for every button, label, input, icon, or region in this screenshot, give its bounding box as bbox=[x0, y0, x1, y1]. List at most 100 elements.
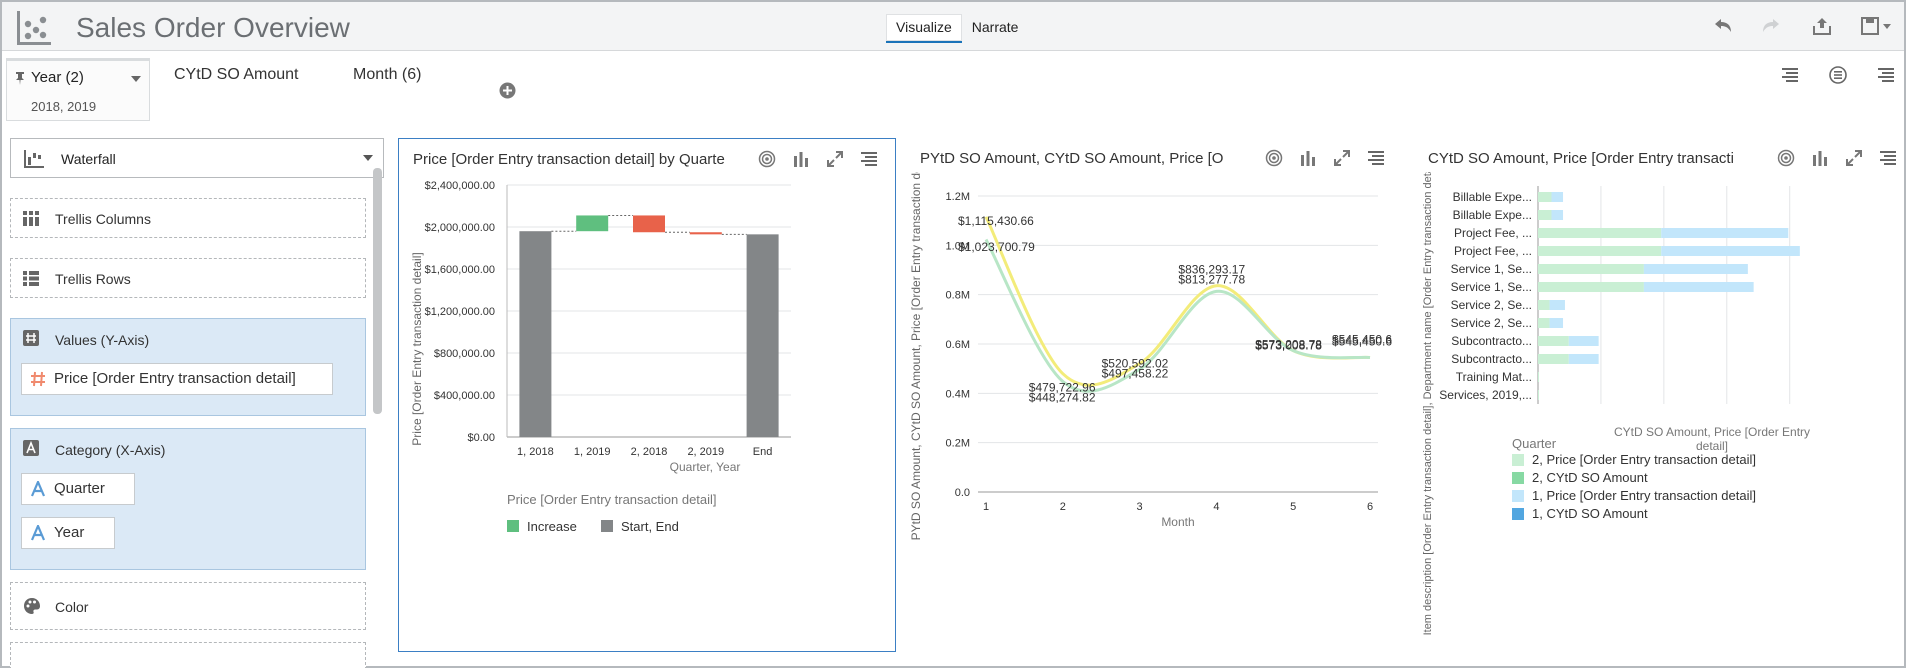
legend-increase-label: Increase bbox=[527, 519, 577, 534]
save-icon[interactable] bbox=[1860, 15, 1894, 37]
properties-menu-icon[interactable] bbox=[1874, 64, 1898, 86]
legend-swatch bbox=[1512, 490, 1524, 502]
menu-icon[interactable] bbox=[859, 149, 879, 169]
palette-icon bbox=[24, 598, 40, 614]
x-tick-label: 1 bbox=[983, 501, 989, 513]
y-tick-label: $800,000.00 bbox=[434, 348, 495, 360]
bar-segment bbox=[1661, 228, 1789, 238]
bar-segment bbox=[1549, 300, 1565, 310]
y-tick-label: 0.0 bbox=[955, 487, 970, 499]
y-tick-label: Billable Expe... bbox=[1453, 208, 1532, 222]
line-chart-panel[interactable]: PYtD SO Amount, CYtD SO Amount, Price [O… bbox=[902, 138, 1404, 652]
category-pill-year[interactable]: Year bbox=[21, 517, 115, 549]
filter-bar: Year (2) 2018, 2019 CYtD SO Amount Month… bbox=[2, 52, 1904, 124]
y-tick-label: $2,000,000.00 bbox=[425, 222, 495, 234]
page-title: Sales Order Overview bbox=[76, 12, 350, 43]
menu-icon[interactable] bbox=[1878, 148, 1898, 168]
bar-segment bbox=[1549, 318, 1564, 328]
trellis-rows-drop[interactable]: Trellis Rows bbox=[10, 258, 366, 298]
bar-chart-title: CYtD SO Amount, Price [Order Entry trans… bbox=[1428, 150, 1734, 167]
data-label: $1,023,700.79 bbox=[958, 240, 1035, 254]
chevron-down-icon[interactable] bbox=[363, 155, 373, 161]
bar-segment bbox=[1538, 300, 1550, 310]
bar-segment bbox=[1538, 390, 1539, 400]
color-label: Color bbox=[55, 599, 89, 615]
pin-icon[interactable] bbox=[15, 71, 25, 85]
grammar-scrollbar[interactable] bbox=[373, 168, 382, 414]
menu-icon[interactable] bbox=[1366, 148, 1386, 168]
x-tick-label: 1, 2018 bbox=[517, 446, 554, 458]
values-pill-label: Price [Order Entry transaction detail] bbox=[54, 370, 296, 387]
values-y-axis-drop[interactable]: Values (Y-Axis) Price [Order Entry trans… bbox=[10, 318, 366, 416]
x-tick-label: 3 bbox=[1137, 501, 1143, 513]
maximize-icon[interactable] bbox=[825, 149, 845, 169]
tab-narrate[interactable]: Narrate bbox=[971, 19, 1019, 35]
y-tick-label: Service 2, Se... bbox=[1451, 316, 1532, 330]
x-tick-label: 6 bbox=[1367, 501, 1373, 513]
tab-visualize[interactable]: Visualize bbox=[886, 14, 962, 43]
add-filter-icon[interactable] bbox=[499, 82, 516, 99]
bar-segment bbox=[1538, 336, 1569, 346]
next-drop[interactable] bbox=[10, 642, 366, 668]
bar-chart-panel[interactable]: CYtD SO Amount, Price [Order Entry trans… bbox=[1410, 138, 1904, 652]
data-label: $573,208.78 bbox=[1255, 338, 1322, 352]
bar-chart-icon[interactable] bbox=[791, 149, 811, 169]
y-tick-label: Service 2, Se... bbox=[1451, 298, 1532, 312]
waterfall-tools bbox=[757, 149, 879, 169]
target-icon[interactable] bbox=[1264, 148, 1284, 168]
category-pill-quarter[interactable]: Quarter bbox=[21, 473, 135, 505]
line-chart-tools bbox=[1264, 148, 1386, 168]
trellis-rows-label: Trellis Rows bbox=[55, 271, 131, 287]
undo-icon[interactable] bbox=[1710, 15, 1734, 37]
chevron-down-icon[interactable] bbox=[131, 76, 141, 82]
y-tick-label: Service 1, Se... bbox=[1451, 262, 1532, 276]
redo-icon[interactable] bbox=[1760, 15, 1784, 37]
data-label: $573,008.78 bbox=[1255, 339, 1322, 353]
waterfall-panel[interactable]: Price [Order Entry transaction detail] b… bbox=[398, 138, 896, 652]
bar-segment bbox=[1538, 192, 1552, 202]
legend-swatch bbox=[1512, 472, 1524, 484]
export-icon[interactable] bbox=[1810, 15, 1834, 37]
category-pill-label: Quarter bbox=[54, 480, 105, 497]
maximize-icon[interactable] bbox=[1844, 148, 1864, 168]
trellis-columns-drop[interactable]: Trellis Columns bbox=[10, 198, 366, 238]
filter-cytd-so-amount[interactable]: CYtD SO Amount bbox=[174, 66, 299, 83]
legend-swatch bbox=[1512, 508, 1524, 520]
bar-segment bbox=[1643, 264, 1748, 274]
waterfall-ylabel: Price [Order Entry transaction detail] bbox=[410, 252, 424, 445]
x-tick-label: 2, 2018 bbox=[631, 446, 668, 458]
mode-tabs: Visualize Narrate bbox=[886, 14, 1028, 43]
legend-label: 1, CYtD SO Amount bbox=[1532, 506, 1648, 521]
waterfall-bar bbox=[633, 215, 665, 233]
filter-month[interactable]: Month (6) bbox=[353, 66, 422, 83]
bar-segment bbox=[1538, 246, 1662, 256]
bar-segment bbox=[1538, 282, 1644, 292]
viz-type-select[interactable]: Waterfall bbox=[10, 138, 384, 178]
data-label: $836,293.17 bbox=[1178, 263, 1245, 277]
values-pill[interactable]: Price [Order Entry transaction detail] bbox=[21, 363, 333, 395]
bar-chart-icon[interactable] bbox=[1298, 148, 1318, 168]
y-tick-label: $2,400,000.00 bbox=[425, 180, 495, 192]
columns-icon bbox=[23, 211, 39, 226]
filter-tools bbox=[1778, 64, 1898, 86]
app-header: Sales Order Overview Visualize Narrate bbox=[2, 2, 1904, 51]
maximize-icon[interactable] bbox=[1332, 148, 1352, 168]
bar-legend-title: Quarter bbox=[1512, 436, 1557, 451]
waterfall-bar bbox=[576, 215, 609, 232]
menu-icon[interactable] bbox=[1778, 64, 1802, 86]
filter-options-icon[interactable] bbox=[1826, 64, 1850, 86]
legend-swatch-increase bbox=[507, 520, 519, 532]
bar-segment bbox=[1551, 210, 1564, 220]
bar-chart-icon[interactable] bbox=[1810, 148, 1830, 168]
y-tick-label: 0.6M bbox=[946, 339, 970, 351]
y-tick-label: Project Fee, ... bbox=[1454, 244, 1532, 258]
filter-year[interactable]: Year (2) 2018, 2019 bbox=[6, 58, 150, 121]
color-drop[interactable]: Color bbox=[10, 582, 366, 630]
target-icon[interactable] bbox=[757, 149, 777, 169]
category-x-axis-drop[interactable]: Category (X-Axis) Quarter Year bbox=[10, 428, 366, 570]
bar-segment bbox=[1538, 372, 1539, 382]
category-x-axis-label: Category (X-Axis) bbox=[55, 442, 166, 458]
target-icon[interactable] bbox=[1776, 148, 1796, 168]
app-logo-icon[interactable] bbox=[16, 10, 52, 46]
attribute-a-icon bbox=[30, 481, 46, 497]
